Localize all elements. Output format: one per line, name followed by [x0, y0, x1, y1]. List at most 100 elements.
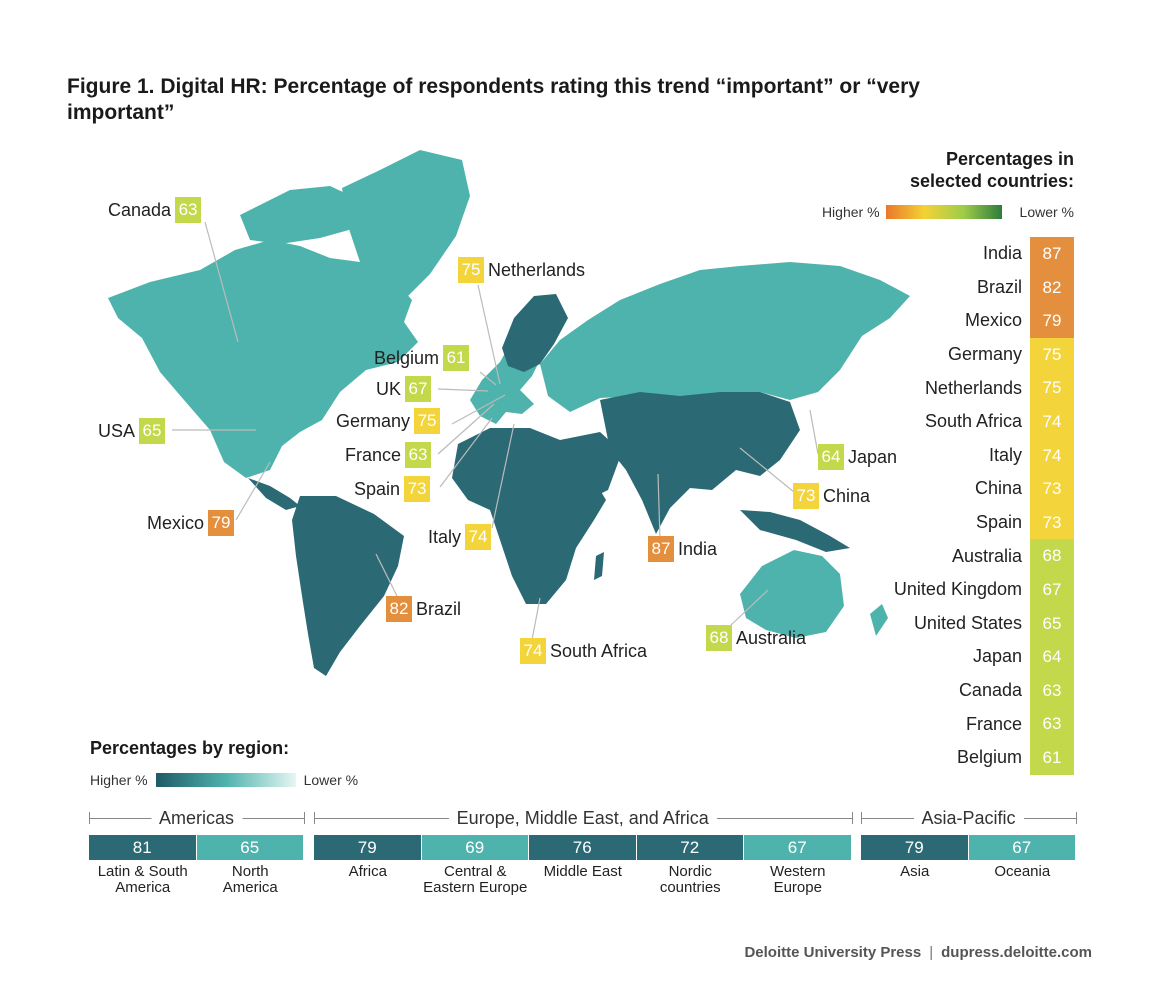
rank-country-name: Brazil: [976, 276, 1022, 297]
rank-row-spain: Spain 73: [844, 505, 1074, 540]
map-label-value: 75: [414, 408, 441, 434]
region-name-africa: Africa: [348, 863, 387, 880]
land-asia: [600, 392, 800, 534]
region-name-asia: Asia: [900, 863, 930, 880]
group-bracket-tick: [89, 812, 90, 824]
map-label-value: 75: [458, 257, 484, 283]
map-label-australia: 68 Australia: [706, 625, 806, 651]
land-madagascar: [594, 552, 604, 580]
rank-value: 73: [1030, 505, 1074, 540]
rank-value: 82: [1030, 270, 1074, 305]
country-legend-heading: Percentages in selected countries:: [910, 148, 1074, 192]
rank-value: 79: [1030, 304, 1074, 338]
rank-value: 65: [1030, 606, 1074, 641]
map-label-france: France 63: [345, 442, 432, 468]
map-label-value: 68: [706, 625, 732, 651]
region-name-central-eastern-europe: Central & Eastern Europe: [423, 863, 528, 896]
rank-row-south-africa: South Africa 74: [844, 404, 1074, 439]
land-light: [108, 150, 910, 638]
group-label-asia-pacific: Asia-Pacific: [913, 808, 1024, 829]
region-value-nordic-countries: 72: [636, 835, 743, 860]
rank-value: 63: [1030, 707, 1074, 741]
land-se-asia: [740, 510, 850, 552]
map-label-value: 73: [793, 483, 819, 509]
rank-row-china: China 73: [844, 472, 1074, 506]
map-label-name: USA: [98, 421, 136, 441]
map-label-name: Mexico: [147, 513, 205, 533]
rank-row-france: France 63: [844, 707, 1074, 741]
country-legend-heading-line2: selected countries:: [909, 171, 1074, 191]
rank-country-name: South Africa: [924, 411, 1022, 432]
country-gradient-bar: [885, 205, 1002, 219]
map-label-name: China: [823, 486, 871, 506]
map-label-name: Japan: [848, 447, 898, 467]
rank-row-germany: Germany 75: [844, 337, 1074, 372]
map-label-south-africa: 74 South Africa: [520, 638, 647, 664]
rank-row-italy: Italy 74: [844, 438, 1074, 473]
region-name-middle-east: Middle East: [543, 863, 622, 880]
group-bracket-tick: [861, 812, 862, 824]
rank-value: 68: [1030, 539, 1074, 573]
rank-value: 74: [1030, 438, 1074, 473]
map-label-germany: Germany 75: [336, 408, 441, 434]
rank-row-india: India 87: [844, 237, 1074, 271]
group-bracket-tick: [314, 812, 315, 824]
rank-row-belgium: Belgium 61: [844, 740, 1074, 775]
map-label-name: UK: [376, 379, 402, 399]
rank-country-name: Germany: [947, 344, 1022, 365]
country-ranking-list: India 87 Brazil 82 Mexico 79 Germany 75 Netherla…: [844, 237, 1074, 775]
region-value-central-eastern-europe: 69: [421, 835, 528, 860]
land-africa: [452, 428, 606, 604]
map-label-value: 64: [818, 444, 844, 470]
map-label-name: Belgium: [374, 348, 440, 368]
rank-country-name: India: [982, 243, 1022, 264]
footer-credit: Deloitte University Press | dupress.deloit…: [744, 944, 1092, 961]
map-label-name: Netherlands: [488, 260, 586, 280]
map-label-brazil: 82 Brazil: [386, 596, 461, 622]
rank-row-united-states: United States 65: [844, 606, 1074, 641]
map-label-name: Germany: [336, 411, 411, 431]
rank-row-australia: Australia 68: [844, 539, 1074, 573]
map-label-value: 63: [175, 197, 202, 223]
rank-country-name: Japan: [972, 646, 1022, 667]
rank-country-name: Canada: [958, 680, 1022, 701]
region-name-oceania: Oceania: [994, 863, 1051, 880]
region-name-western-europe: Western Europe: [769, 863, 826, 896]
region-name-latin-south-america: Latin & South America: [97, 863, 188, 896]
rank-row-japan: Japan 64: [844, 640, 1074, 674]
map-label-japan: 64 Japan: [818, 444, 897, 470]
land-nz: [870, 604, 888, 636]
rank-value: 74: [1030, 404, 1074, 439]
map-label-canada: Canada 63: [108, 197, 202, 223]
map-label-name: Spain: [354, 479, 401, 499]
rank-row-netherlands: Netherlands 75: [844, 371, 1074, 405]
rank-country-name: Italy: [988, 444, 1022, 465]
map-label-value: 74: [520, 638, 546, 664]
region-value-asia: 79: [861, 835, 968, 860]
rank-country-name: Mexico: [964, 310, 1022, 331]
map-label-spain: Spain 73: [354, 476, 431, 502]
region-value-oceania: 67: [968, 835, 1075, 860]
group-label-europe-middle-east-and-africa: Europe, Middle East, and Africa: [448, 808, 717, 829]
group-bracket-tick: [851, 812, 853, 824]
rank-country-name: Netherlands: [924, 377, 1022, 398]
map-label-mexico: Mexico 79: [147, 510, 235, 536]
chart-title: Figure 1. Digital HR: Percentage of resp…: [67, 75, 920, 124]
map-label-name: France: [345, 445, 402, 465]
region-value-africa: 79: [314, 835, 421, 860]
map-label-name: Australia: [736, 628, 807, 648]
land-central-america: [248, 478, 300, 510]
map-label-netherlands: 75 Netherlands: [458, 257, 585, 283]
country-legend-heading-line1: Percentages in: [945, 149, 1074, 169]
region-value-north-america: 65: [196, 835, 303, 860]
region-color-scale: Higher % Lower %: [90, 772, 358, 788]
rank-country-name: United Kingdom: [893, 579, 1022, 600]
map-label-name: Italy: [428, 527, 462, 547]
map-label-value: 74: [465, 524, 492, 550]
leader-lines: [172, 221, 819, 641]
map-label-italy: Italy 74: [428, 524, 492, 550]
group-label-americas: Americas: [150, 808, 243, 829]
map-label-name: India: [678, 539, 718, 559]
map-label-name: Brazil: [416, 599, 462, 619]
